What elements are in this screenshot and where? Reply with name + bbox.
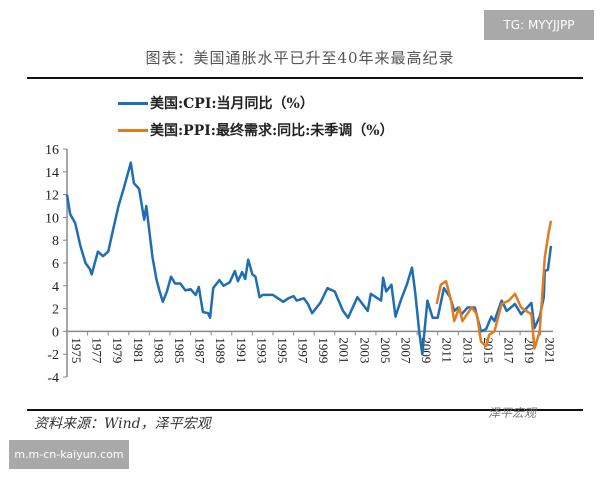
watermark-bottom: m.m-cn-kaiyun.com [9, 440, 129, 469]
x-tick-label: 1981 [131, 337, 146, 363]
x-tick-label: 2017 [502, 337, 517, 364]
x-tick-label: 1991 [234, 337, 249, 363]
cpi-series-line [65, 161, 553, 356]
x-tick-label: 2011 [440, 337, 455, 363]
x-tick-label: 1983 [151, 337, 166, 363]
logo-watermark: 泽平宏观 [488, 406, 537, 420]
y-tick-label: 6 [52, 257, 59, 272]
title-divider [27, 77, 583, 79]
x-tick-label: 1979 [110, 337, 125, 363]
y-tick-label: 12 [45, 189, 59, 204]
footer-divider [27, 409, 583, 411]
x-tick-label: 2007 [399, 337, 414, 364]
x-tick-label: 1985 [172, 337, 187, 363]
ppi-series-line [435, 220, 553, 350]
y-tick-label: 0 [52, 325, 59, 340]
x-tick-label: 1999 [316, 337, 331, 363]
y-tick-label: 14 [45, 166, 59, 181]
legend-swatch-cpi [118, 101, 148, 105]
y-tick-label: 8 [52, 234, 59, 249]
legend-label-cpi: 美国:CPI:当月同比（%） [150, 96, 314, 112]
x-tick-label: 1989 [213, 337, 228, 363]
x-tick-label: 1975 [69, 337, 84, 363]
watermark-top: TG: MYYJJPP [484, 10, 594, 40]
legend-swatch-ppi [118, 128, 148, 132]
chart-title: 图表：美国通胀水平已升至40年来最高纪录 [145, 49, 455, 67]
x-tick-label: 1997 [296, 337, 311, 364]
legend-item-cpi: 美国:CPI:当月同比（%） [118, 93, 314, 113]
y-tick-label: 16 [45, 143, 59, 158]
x-tick-label: 2005 [378, 337, 393, 363]
legend-label-ppi: 美国:PPI:最终需求:同比:未季调（%） [150, 123, 394, 139]
x-tick-label: 2021 [543, 337, 558, 363]
x-tick-label: 2003 [357, 337, 372, 363]
legend-item-ppi: 美国:PPI:最终需求:同比:未季调（%） [118, 120, 394, 140]
y-tick-label: -4 [47, 371, 59, 386]
y-tick-label: 10 [45, 211, 59, 226]
y-tick-label: -2 [47, 348, 59, 363]
x-tick-label: 1993 [254, 337, 269, 363]
x-tick-label: 2001 [337, 337, 352, 363]
x-tick-label: 1987 [193, 337, 208, 364]
x-tick-label: 1977 [90, 337, 105, 364]
y-tick-label: 4 [52, 280, 59, 295]
x-tick-label: 1995 [275, 337, 290, 363]
x-tick-label: 2013 [460, 337, 475, 363]
y-tick-label: 2 [52, 303, 59, 318]
source-note: 资料来源：Wind，泽平宏观 [34, 416, 211, 432]
